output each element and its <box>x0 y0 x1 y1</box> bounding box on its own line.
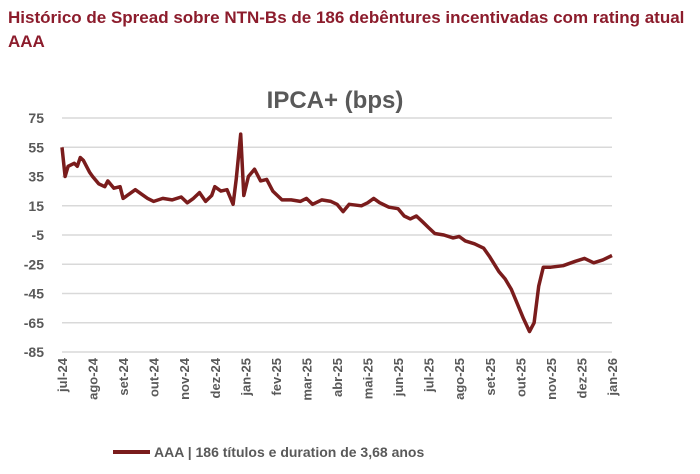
x-tick-label: dez-24 <box>208 357 223 398</box>
x-tick-label: nov-25 <box>544 358 559 400</box>
legend: AAA | 186 títulos e duration de 3,68 ano… <box>113 444 424 460</box>
x-tick-label: jun-25 <box>391 358 406 397</box>
x-tick-label: mai-25 <box>361 358 376 399</box>
x-tick-label: fev-25 <box>269 358 284 396</box>
x-tick-label: jul-24 <box>55 357 70 393</box>
x-tick-label: jul-25 <box>422 358 437 393</box>
y-tick-label: -45 <box>24 286 44 302</box>
x-tick-label: ago-25 <box>452 358 467 400</box>
x-tick-label: set-25 <box>483 358 498 396</box>
x-tick-label: out-25 <box>513 358 528 397</box>
x-tick-label: dez-25 <box>574 358 589 398</box>
y-tick-label: 35 <box>28 169 44 185</box>
y-tick-label: 55 <box>28 139 44 155</box>
y-tick-label: 15 <box>28 198 44 214</box>
page-title: Histórico de Spread sobre NTN-Bs de 186 … <box>8 8 685 51</box>
chart-title: IPCA+ (bps) <box>267 87 404 114</box>
x-tick-label: ago-24 <box>86 357 101 400</box>
series-line-aaa <box>60 132 613 334</box>
y-tick-label: -5 <box>32 227 45 243</box>
x-tick-label: set-24 <box>116 357 131 395</box>
legend-label: AAA | 186 títulos e duration de 3,68 ano… <box>154 444 424 460</box>
x-tick-label: jan-26 <box>605 358 620 397</box>
y-tick-label: 75 <box>28 110 44 126</box>
x-tick-label: mar-25 <box>299 358 314 401</box>
y-tick-label: -85 <box>24 344 44 360</box>
y-tick-label: -65 <box>24 315 44 331</box>
x-tick-label: jan-25 <box>238 358 253 397</box>
y-tick-label: -25 <box>24 256 44 272</box>
x-tick-label: abr-25 <box>330 358 345 397</box>
x-tick-label: out-24 <box>147 357 162 397</box>
x-tick-label: nov-24 <box>177 357 192 400</box>
